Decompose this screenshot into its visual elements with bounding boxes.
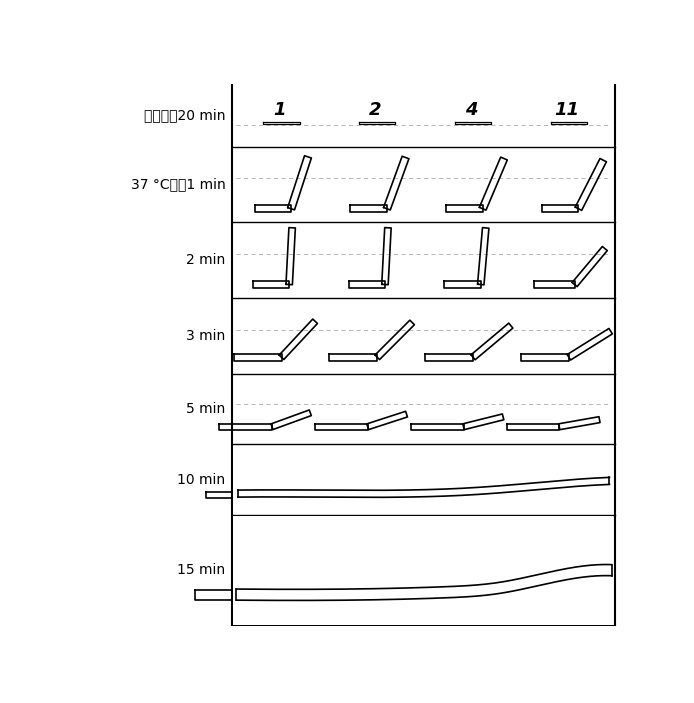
Text: 37 °C回夅1 min: 37 °C回夅1 min [130,177,226,191]
Text: 2: 2 [369,101,382,119]
Text: 15 min: 15 min [178,563,226,577]
Text: 1: 1 [273,101,286,119]
Text: 届温固刷20 min: 届温固刷20 min [144,108,226,122]
Bar [233,446,613,514]
Bar [233,516,613,625]
Text: 5 min: 5 min [186,402,226,416]
Text: 11: 11 [555,101,579,119]
Text: 4: 4 [465,101,477,119]
Text: 10 min: 10 min [178,472,226,486]
Text: 2 min: 2 min [186,253,226,267]
Text: 3 min: 3 min [186,329,226,343]
